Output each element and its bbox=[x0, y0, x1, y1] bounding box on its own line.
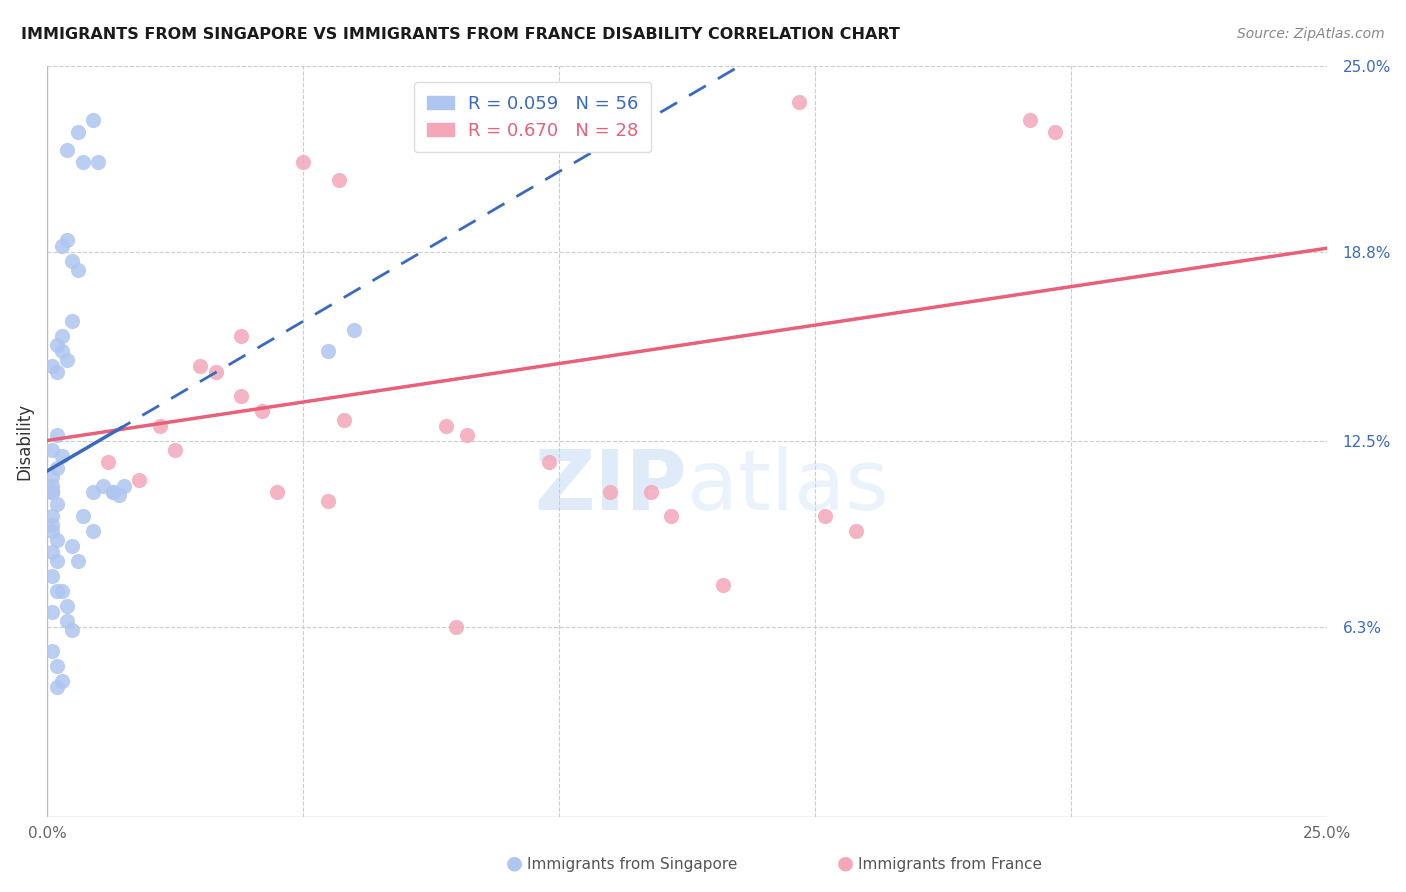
Point bbox=[46, 659, 69, 673]
Point bbox=[51, 674, 73, 689]
Point bbox=[446, 620, 468, 634]
Point bbox=[112, 479, 135, 493]
Point bbox=[434, 419, 457, 434]
Text: atlas: atlas bbox=[686, 446, 889, 526]
Legend: R = 0.059   N = 56, R = 0.670   N = 28: R = 0.059 N = 56, R = 0.670 N = 28 bbox=[415, 82, 651, 153]
Text: ZIP: ZIP bbox=[534, 446, 686, 526]
Point bbox=[46, 365, 69, 379]
Point bbox=[62, 624, 84, 638]
Text: Immigrants from Singapore: Immigrants from Singapore bbox=[527, 857, 738, 872]
Point bbox=[711, 578, 734, 592]
Point bbox=[46, 461, 69, 475]
Point bbox=[46, 497, 69, 511]
Point bbox=[41, 470, 63, 484]
Point bbox=[97, 455, 120, 469]
Point bbox=[51, 584, 73, 599]
Point bbox=[46, 584, 69, 599]
Point bbox=[41, 359, 63, 373]
Point bbox=[41, 509, 63, 524]
Point bbox=[91, 479, 114, 493]
Point bbox=[82, 524, 104, 539]
Point bbox=[103, 485, 125, 500]
Point bbox=[814, 509, 837, 524]
Point bbox=[62, 314, 84, 328]
Point bbox=[41, 485, 63, 500]
Point bbox=[547, 4, 569, 19]
Point bbox=[41, 485, 63, 500]
Point bbox=[231, 329, 253, 343]
Point bbox=[56, 143, 79, 157]
Point bbox=[41, 485, 63, 500]
Point bbox=[107, 488, 129, 502]
Point bbox=[72, 154, 94, 169]
Point bbox=[82, 112, 104, 127]
Point bbox=[41, 524, 63, 539]
Point bbox=[41, 605, 63, 619]
Point bbox=[46, 681, 69, 695]
Point bbox=[318, 343, 340, 358]
Point bbox=[46, 533, 69, 548]
Point bbox=[456, 428, 478, 442]
Point bbox=[103, 485, 125, 500]
Point bbox=[46, 338, 69, 352]
Point bbox=[190, 359, 212, 373]
Point bbox=[51, 449, 73, 463]
Point bbox=[789, 95, 811, 109]
Point bbox=[845, 524, 868, 539]
Point bbox=[41, 545, 63, 559]
Point bbox=[41, 518, 63, 533]
Point bbox=[56, 353, 79, 368]
Point bbox=[41, 479, 63, 493]
Point bbox=[1045, 125, 1067, 139]
Point bbox=[41, 569, 63, 583]
Point bbox=[250, 404, 273, 418]
Point bbox=[46, 428, 69, 442]
Point bbox=[66, 125, 89, 139]
Text: ●: ● bbox=[506, 854, 523, 872]
Point bbox=[343, 323, 366, 337]
Point bbox=[1018, 112, 1040, 127]
Point bbox=[599, 485, 621, 500]
Point bbox=[41, 644, 63, 658]
Point bbox=[231, 389, 253, 403]
Point bbox=[537, 455, 560, 469]
Point bbox=[56, 615, 79, 629]
Point bbox=[148, 419, 170, 434]
Point bbox=[128, 473, 150, 487]
Point bbox=[51, 239, 73, 253]
Point bbox=[87, 154, 110, 169]
Point bbox=[640, 485, 662, 500]
Text: ●: ● bbox=[837, 854, 853, 872]
Point bbox=[41, 443, 63, 458]
Text: Source: ZipAtlas.com: Source: ZipAtlas.com bbox=[1237, 27, 1385, 41]
Point bbox=[291, 154, 314, 169]
Point bbox=[163, 443, 186, 458]
Text: Immigrants from France: Immigrants from France bbox=[858, 857, 1042, 872]
Point bbox=[41, 485, 63, 500]
Point bbox=[333, 413, 356, 427]
Y-axis label: Disability: Disability bbox=[15, 402, 32, 480]
Point bbox=[56, 599, 79, 614]
Point bbox=[583, 22, 606, 37]
Point bbox=[46, 554, 69, 568]
Text: IMMIGRANTS FROM SINGAPORE VS IMMIGRANTS FROM FRANCE DISABILITY CORRELATION CHART: IMMIGRANTS FROM SINGAPORE VS IMMIGRANTS … bbox=[21, 27, 900, 42]
Point bbox=[72, 509, 94, 524]
Point bbox=[66, 263, 89, 277]
Point bbox=[82, 485, 104, 500]
Point bbox=[62, 539, 84, 553]
Point bbox=[661, 509, 683, 524]
Point bbox=[328, 173, 350, 187]
Point bbox=[51, 329, 73, 343]
Point bbox=[266, 485, 288, 500]
Point bbox=[66, 554, 89, 568]
Point bbox=[204, 365, 226, 379]
Point bbox=[56, 233, 79, 247]
Point bbox=[62, 253, 84, 268]
Point bbox=[318, 494, 340, 508]
Point bbox=[51, 343, 73, 358]
